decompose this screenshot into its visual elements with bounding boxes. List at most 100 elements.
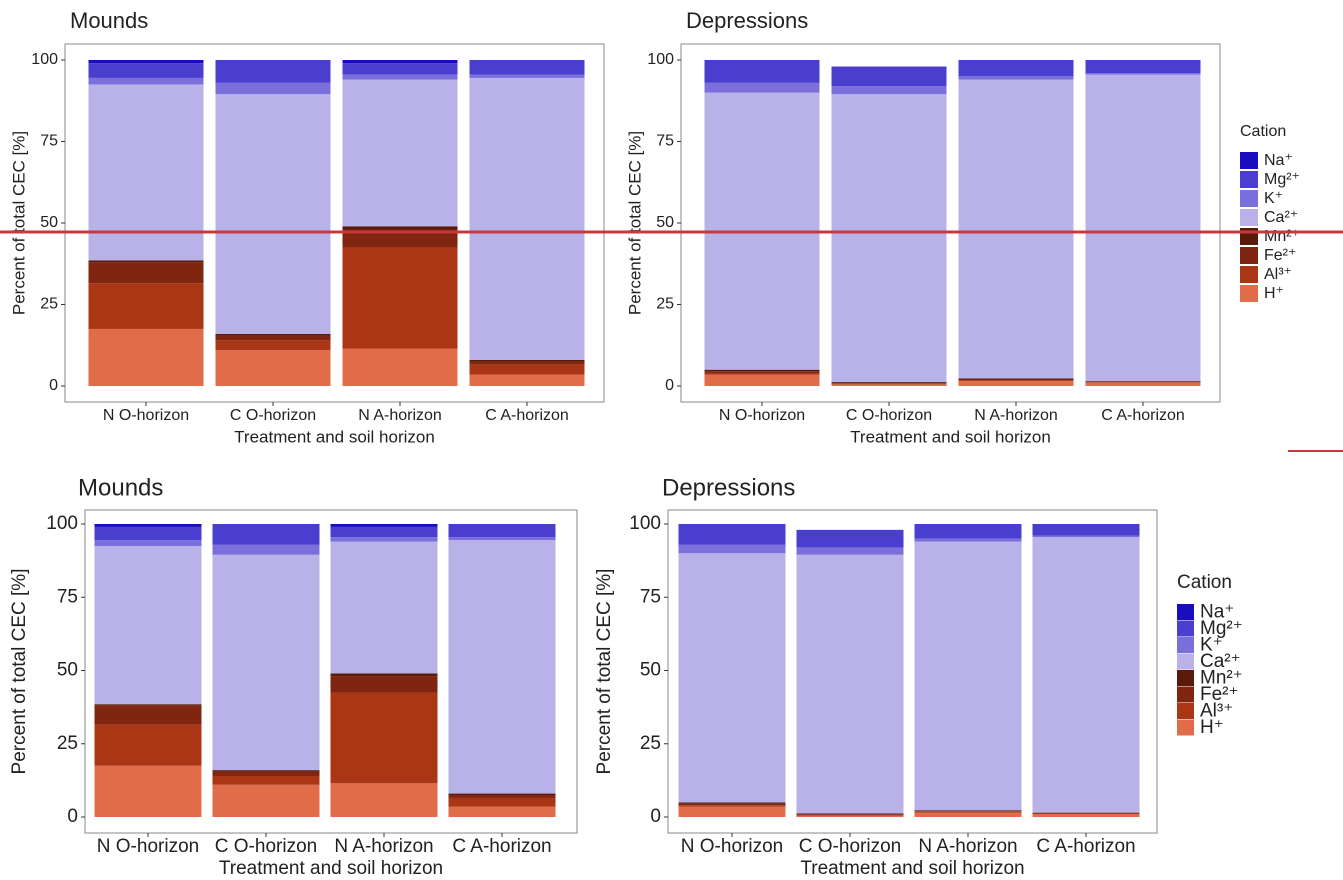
x-tick-label: N A-horizon <box>918 836 1017 857</box>
legend-label: H⁺ <box>1264 285 1284 302</box>
bar-segment <box>330 541 438 674</box>
legend-label: Mg²⁺ <box>1200 618 1243 639</box>
bar-segment <box>796 814 904 816</box>
legend-key <box>1177 703 1194 719</box>
bar-segment <box>914 810 1022 812</box>
bar-segment <box>212 775 320 785</box>
y-tick-label: 100 <box>46 513 78 534</box>
y-axis-title: Percent of total CEC [%] <box>625 131 644 315</box>
legend-label: Al³⁺ <box>1200 701 1233 722</box>
bar-segment <box>94 540 202 546</box>
bar-segment <box>94 705 202 725</box>
bar-segment <box>330 524 438 527</box>
legend-key <box>1240 247 1258 264</box>
bar-segment <box>1032 535 1140 538</box>
bar-segment <box>330 692 438 784</box>
bar-segment <box>94 765 202 817</box>
bar-segment <box>831 383 947 384</box>
x-tick-label: N O-horizon <box>681 836 783 857</box>
bar-segment <box>1085 382 1201 386</box>
legend-key <box>1240 171 1258 188</box>
legend-key <box>1177 604 1194 620</box>
bar-segment <box>94 724 202 766</box>
legend-key <box>1177 637 1194 653</box>
y-tick-label: 50 <box>57 660 78 681</box>
legend-key <box>1177 620 1194 637</box>
bar-segment <box>469 359 585 362</box>
legend-key <box>1240 152 1258 169</box>
bar-segment <box>215 94 331 334</box>
legend-key <box>1177 670 1194 686</box>
bar-segment <box>88 63 204 78</box>
bar-segment <box>94 524 202 527</box>
bar-segment <box>88 260 204 263</box>
bar-segment <box>448 806 556 817</box>
legend-key <box>1240 190 1258 207</box>
x-tick-label: C O-horizon <box>215 836 317 857</box>
bar-segment <box>342 74 458 80</box>
chart-title: Depressions <box>686 8 808 33</box>
bar-segment <box>469 374 585 386</box>
legend-label: Fe²⁺ <box>1200 684 1239 705</box>
legend-title: Cation <box>1177 572 1232 593</box>
y-tick-label: 75 <box>640 586 661 607</box>
bar-segment <box>704 82 820 93</box>
bar-segment <box>704 374 820 386</box>
bar-segment <box>678 803 786 806</box>
bar-segment <box>212 784 320 817</box>
legend-key <box>1177 686 1194 703</box>
bar-segment <box>448 793 556 796</box>
x-tick-label: C A-horizon <box>452 836 551 857</box>
bar-segment <box>678 806 786 817</box>
chart-title: Depressions <box>662 474 795 501</box>
y-tick-label: 25 <box>656 296 674 313</box>
bar-segment <box>914 538 1022 542</box>
bar-segment <box>212 554 320 771</box>
bar-segment <box>796 813 904 815</box>
bar-segment <box>831 94 947 383</box>
bar-segment <box>215 82 331 95</box>
bar-segment <box>831 382 947 384</box>
bar-segment <box>88 60 204 64</box>
bar-segment <box>704 372 820 375</box>
bar-segment <box>448 524 556 538</box>
bar-segment <box>88 77 204 85</box>
x-tick-label: N O-horizon <box>97 836 199 857</box>
bar-segment <box>330 673 438 677</box>
bar-segment <box>94 545 202 705</box>
x-axis-title: Treatment and soil horizon <box>234 427 435 446</box>
x-tick-label: N A-horizon <box>358 407 442 424</box>
legend-label: K⁺ <box>1200 635 1223 656</box>
bar-segment <box>330 783 438 817</box>
chart-title: Mounds <box>78 474 163 501</box>
y-axis-title: Percent of total CEC [%] <box>594 569 615 775</box>
bar-segment <box>469 74 585 78</box>
charts: Mounds 0 25 50 75 100 N O-horizon C O-horizon N … <box>9 8 1300 879</box>
bar-segment <box>94 704 202 706</box>
bar-segment <box>448 540 556 794</box>
bar-segment <box>958 60 1074 77</box>
bar-segment <box>1032 537 1140 813</box>
y-tick-label: 50 <box>640 660 661 681</box>
legend-label: Mn²⁺ <box>1200 668 1243 689</box>
bar-segment <box>914 812 1022 817</box>
y-tick-label: 0 <box>67 806 78 827</box>
bar-segment <box>796 815 904 817</box>
bar-segment <box>958 76 1074 80</box>
x-axis-title: Treatment and soil horizon <box>850 427 1051 446</box>
x-tick-label: N A-horizon <box>334 836 433 857</box>
bar-segment <box>212 771 320 776</box>
legend-title: Cation <box>1240 123 1286 140</box>
bar-segment <box>914 524 1022 539</box>
bar-segment <box>88 283 204 329</box>
x-tick-label: N O-horizon <box>719 407 805 424</box>
y-axis-title: Percent of total CEC [%] <box>9 569 30 775</box>
legend-label: K⁺ <box>1264 190 1283 207</box>
bar-segment <box>704 60 820 83</box>
bar-segment <box>914 811 1022 812</box>
bar-segment <box>342 63 458 75</box>
y-tick-label: 100 <box>629 513 661 534</box>
bar-segment <box>796 529 904 548</box>
bar-segment <box>704 371 820 373</box>
